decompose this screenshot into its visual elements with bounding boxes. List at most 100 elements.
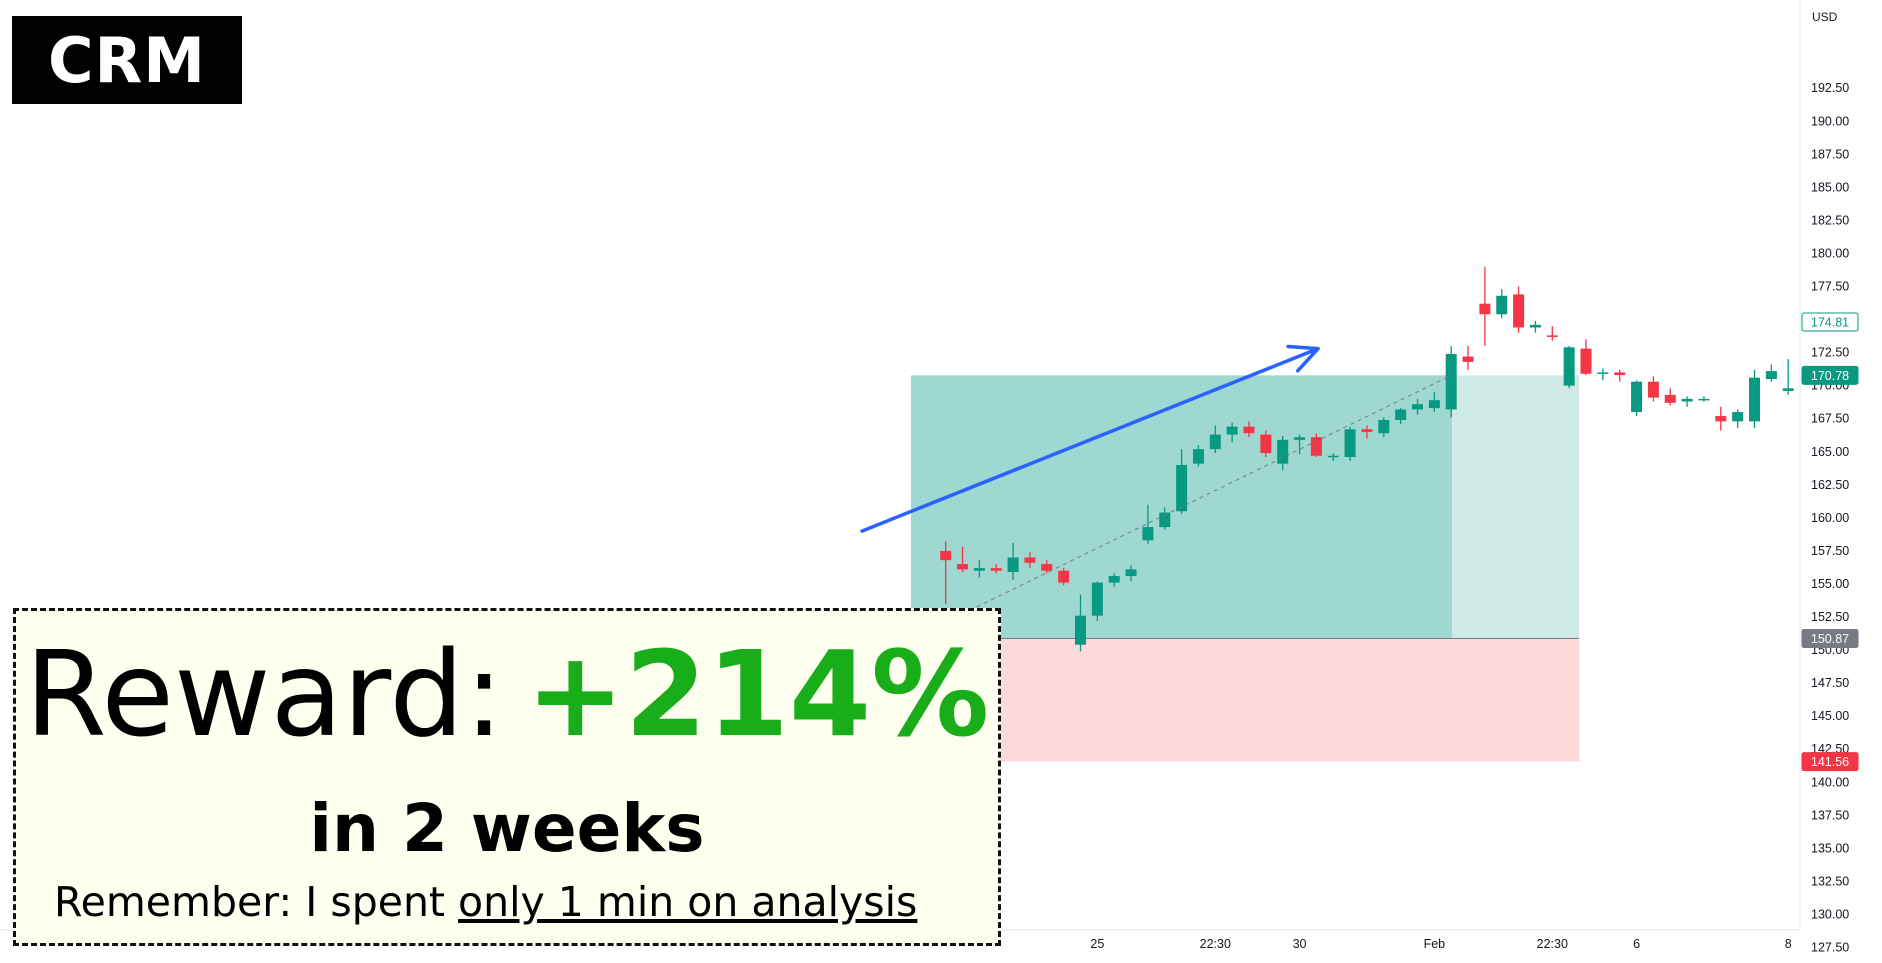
candle-body xyxy=(1007,557,1019,573)
candle-body xyxy=(1715,416,1727,422)
candle-body xyxy=(1344,429,1356,458)
candle-body xyxy=(1580,348,1592,374)
price-label-box xyxy=(1801,752,1859,772)
candle-body xyxy=(1445,353,1457,410)
candle-body xyxy=(1108,576,1120,583)
trend-arrow-head[interactable] xyxy=(1286,344,1320,373)
loss-zone[interactable] xyxy=(911,638,1580,762)
price-axis[interactable]: 192.50 190.00 187.50 185.00 182.50 180.00 177.… xyxy=(1811,81,1849,954)
price-tick-label: 182.50 xyxy=(1811,213,1849,227)
price-label-box xyxy=(1801,365,1859,385)
price-tick-label: 132.50 xyxy=(1811,874,1849,888)
candle-body xyxy=(1243,426,1255,434)
candle-body xyxy=(1361,429,1373,432)
candle-body xyxy=(1142,527,1154,541)
price-tick-label: 137.50 xyxy=(1811,808,1849,822)
candle-body xyxy=(1277,439,1289,464)
price-tick-label: 147.50 xyxy=(1811,676,1849,690)
candle-body xyxy=(1749,377,1760,422)
price-tick-label: 177.50 xyxy=(1811,280,1849,294)
candle-body xyxy=(1614,372,1626,376)
candle-body xyxy=(1159,512,1171,528)
candle-body xyxy=(1058,570,1070,583)
candle-body xyxy=(1631,381,1643,413)
reward-callout: Reward: +214% in 2 weeks Remember: I spen… xyxy=(13,608,1001,946)
candle-body xyxy=(973,568,985,571)
candle-body xyxy=(1765,371,1777,380)
price-label-box xyxy=(1801,629,1859,649)
price-tick-label: 180.00 xyxy=(1811,246,1849,260)
price-tick-label: 135.00 xyxy=(1811,841,1849,855)
note-prefix: Remember: I spent xyxy=(54,878,459,926)
candle-body xyxy=(1378,420,1390,434)
price-tick-label: 167.50 xyxy=(1811,412,1849,426)
candle-body xyxy=(957,564,969,570)
currency-label: USD xyxy=(1812,10,1838,24)
time-tick-label: 6 xyxy=(1633,937,1640,951)
ticker-badge: CRM xyxy=(12,16,242,104)
candle-body xyxy=(1024,557,1036,563)
price-tick-label: 130.00 xyxy=(1811,907,1849,921)
price-label-text: 170.78 xyxy=(1811,369,1849,383)
price-tick-label: 157.50 xyxy=(1811,544,1849,558)
price-label-text: 150.87 xyxy=(1811,632,1849,646)
candle-body xyxy=(1529,324,1541,328)
candle-body xyxy=(1192,449,1204,464)
candle-body xyxy=(940,550,952,561)
price-tick-label: 162.50 xyxy=(1811,478,1849,492)
candle-body xyxy=(1513,294,1525,328)
price-tick-label: 190.00 xyxy=(1811,114,1849,128)
price-tick-label: 160.00 xyxy=(1811,511,1849,525)
reward-line: Reward: +214% xyxy=(16,629,998,759)
candle-body xyxy=(1327,455,1339,458)
price-label-text: 141.56 xyxy=(1811,755,1849,769)
candle-body xyxy=(1546,335,1558,337)
time-tick-label: 25 xyxy=(1090,937,1104,951)
time-tick-label: 30 xyxy=(1293,937,1307,951)
candle-body xyxy=(1732,412,1744,422)
candle-body xyxy=(1075,615,1086,645)
time-tick-label: 22:30 xyxy=(1537,937,1568,951)
price-tick-label: 140.00 xyxy=(1811,775,1849,789)
price-tick-label: 185.00 xyxy=(1811,180,1849,194)
candle-body xyxy=(1091,582,1103,616)
price-labels: 174.81 170.78 150.87 141.56 xyxy=(1801,312,1859,772)
price-tick-label: 145.00 xyxy=(1811,709,1849,723)
candle-body xyxy=(1310,437,1322,456)
price-tick-label: 155.00 xyxy=(1811,577,1849,591)
trend-arrow-line[interactable] xyxy=(860,346,1320,533)
candle-body xyxy=(1496,295,1508,315)
reward-period: in 2 weeks xyxy=(309,790,705,867)
price-tick-label: 165.00 xyxy=(1811,445,1849,459)
candle-body xyxy=(1647,381,1659,398)
profit-zone-extension xyxy=(1452,375,1580,639)
candle-body xyxy=(1597,372,1609,374)
candle-body xyxy=(1462,356,1474,362)
candle-body xyxy=(1428,400,1440,409)
time-tick-label: 8 xyxy=(1785,937,1792,951)
note-underlined: only 1 min on analysis xyxy=(458,878,918,926)
reward-label: Reward: xyxy=(24,625,504,763)
candle-body xyxy=(1226,426,1238,435)
price-tick-label: 152.50 xyxy=(1811,610,1849,624)
candle-body xyxy=(1294,437,1306,440)
reward-value: +214% xyxy=(525,625,990,763)
candle-body xyxy=(1176,464,1188,512)
candle-body xyxy=(1412,404,1423,410)
chart-annotations[interactable] xyxy=(860,344,1452,639)
time-axis[interactable]: 25 22:30 30 Feb 22:30 6 8 xyxy=(1090,937,1791,951)
candle-body xyxy=(1664,394,1676,403)
candle-body xyxy=(1479,303,1491,315)
price-label-box xyxy=(1801,312,1859,332)
candle-body xyxy=(1563,347,1575,386)
candle-body xyxy=(1698,398,1710,401)
price-tick-label: 127.50 xyxy=(1811,941,1849,955)
candle-body xyxy=(1260,434,1272,454)
candle-body xyxy=(1681,398,1693,402)
candlestick-series xyxy=(906,266,1878,652)
price-axis-background xyxy=(1800,0,1882,930)
time-tick-label: 22:30 xyxy=(1200,937,1231,951)
candle-body xyxy=(1209,434,1221,450)
candle-body xyxy=(1782,388,1794,391)
candle-body xyxy=(1395,409,1407,421)
